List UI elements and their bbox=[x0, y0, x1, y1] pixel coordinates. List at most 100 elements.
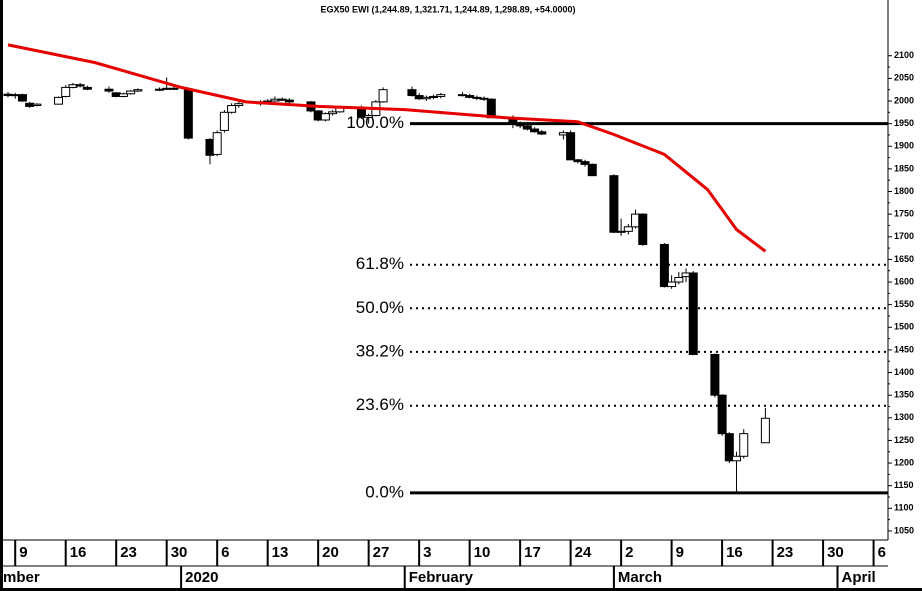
candle-body bbox=[522, 125, 532, 130]
y-tick-label: 1850 bbox=[894, 163, 914, 173]
y-tick-label: 2000 bbox=[894, 95, 914, 105]
x-tick-label: 24 bbox=[575, 544, 592, 561]
candle-body bbox=[667, 281, 677, 288]
candle-body bbox=[659, 243, 669, 288]
candle-body bbox=[616, 230, 626, 233]
moving-average-line bbox=[7, 43, 767, 253]
fib-label: 23.6% bbox=[356, 395, 404, 414]
candle-body bbox=[580, 161, 590, 165]
x-tick-label: 3 bbox=[423, 544, 431, 561]
fib-label: 0.0% bbox=[365, 482, 404, 501]
candle-body bbox=[234, 103, 244, 107]
candle-body bbox=[126, 90, 136, 95]
x-tick-label: 30 bbox=[827, 544, 844, 561]
x-tick-label: 16 bbox=[726, 544, 743, 561]
y-tick-label: 1300 bbox=[894, 412, 914, 422]
candle-body bbox=[75, 84, 85, 87]
x-tick-label: 27 bbox=[373, 544, 390, 561]
x-tick-label: 10 bbox=[474, 544, 491, 561]
y-tick-label: 1250 bbox=[894, 435, 914, 445]
candle-body bbox=[573, 159, 583, 163]
candle-body bbox=[421, 96, 431, 100]
candle-body bbox=[724, 433, 734, 462]
y-tick-label: 1150 bbox=[894, 480, 914, 490]
candle-body bbox=[587, 163, 597, 177]
candle-body bbox=[378, 89, 388, 103]
x-tick-label: 23 bbox=[777, 544, 794, 561]
candle-body bbox=[61, 86, 71, 97]
candle-body bbox=[284, 99, 294, 103]
fib-label: 61.8% bbox=[356, 254, 404, 273]
x-tick-label: 9 bbox=[676, 544, 684, 561]
candle-body bbox=[623, 226, 633, 232]
candle-body bbox=[515, 123, 525, 127]
candle-body bbox=[118, 93, 128, 97]
candle-body bbox=[407, 89, 417, 97]
candle-body bbox=[530, 128, 540, 133]
month-label: February bbox=[409, 569, 474, 586]
y-tick-label: 2050 bbox=[894, 73, 914, 83]
candle-body bbox=[739, 433, 749, 457]
x-tick-label: 17 bbox=[524, 544, 541, 561]
candle-body bbox=[53, 96, 63, 105]
fib-label: 100.0% bbox=[346, 113, 404, 132]
candle-body bbox=[212, 132, 222, 155]
candle-body bbox=[638, 213, 648, 245]
y-tick-label: 1800 bbox=[894, 186, 914, 196]
month-label: March bbox=[618, 569, 662, 586]
fib-label: 38.2% bbox=[356, 341, 404, 360]
candle-body bbox=[219, 111, 229, 131]
candle-body bbox=[364, 114, 374, 118]
y-tick-label: 1400 bbox=[894, 367, 914, 377]
candle-body bbox=[760, 417, 770, 444]
candle-body bbox=[17, 94, 27, 102]
month-label: 2020 bbox=[185, 569, 218, 586]
month-label: April bbox=[842, 569, 876, 586]
candle-body bbox=[183, 89, 193, 139]
y-tick-label: 1100 bbox=[894, 503, 914, 513]
candle-body bbox=[732, 455, 742, 462]
x-tick-label: 6 bbox=[221, 544, 229, 561]
candle-body bbox=[566, 132, 576, 161]
y-tick-label: 1500 bbox=[894, 322, 914, 332]
month-label: mber bbox=[3, 569, 40, 586]
fib-label: 50.0% bbox=[356, 298, 404, 317]
candle-body bbox=[717, 394, 727, 435]
y-tick-label: 2100 bbox=[894, 50, 914, 60]
candle-body bbox=[688, 272, 698, 355]
y-tick-label: 1950 bbox=[894, 118, 914, 128]
y-tick-label: 1750 bbox=[894, 209, 914, 219]
x-tick-label: 16 bbox=[70, 544, 87, 561]
candle-body bbox=[328, 111, 338, 115]
candle-body bbox=[436, 94, 446, 97]
candle-body bbox=[674, 277, 684, 283]
candle-body bbox=[537, 131, 547, 135]
candle-body bbox=[133, 89, 143, 92]
y-tick-label: 1700 bbox=[894, 231, 914, 241]
candle-body bbox=[609, 175, 619, 233]
x-tick-label: 13 bbox=[272, 544, 289, 561]
x-tick-label: 9 bbox=[19, 544, 27, 561]
x-tick-label: 6 bbox=[878, 544, 886, 561]
candle-body bbox=[465, 95, 475, 98]
candle-body bbox=[32, 103, 42, 107]
y-tick-label: 1900 bbox=[894, 141, 914, 151]
candle-body bbox=[320, 113, 330, 121]
y-tick-label: 1600 bbox=[894, 276, 914, 286]
y-tick-label: 1050 bbox=[894, 525, 914, 535]
y-tick-label: 1550 bbox=[894, 299, 914, 309]
chart-title: EGX50 EWI (1,244.89, 1,321.71, 1,244.89,… bbox=[321, 4, 576, 14]
candle-body bbox=[82, 86, 92, 90]
y-tick-label: 1350 bbox=[894, 390, 914, 400]
candle-body bbox=[104, 88, 114, 92]
y-tick-label: 1650 bbox=[894, 254, 914, 264]
candle-body bbox=[710, 353, 720, 396]
candle-body bbox=[227, 105, 237, 113]
x-tick-label: 20 bbox=[322, 544, 339, 561]
y-tick-label: 1200 bbox=[894, 457, 914, 467]
x-tick-label: 30 bbox=[171, 544, 188, 561]
candle-body bbox=[169, 87, 179, 90]
y-tick-label: 1450 bbox=[894, 344, 914, 354]
x-tick-label: 23 bbox=[120, 544, 137, 561]
